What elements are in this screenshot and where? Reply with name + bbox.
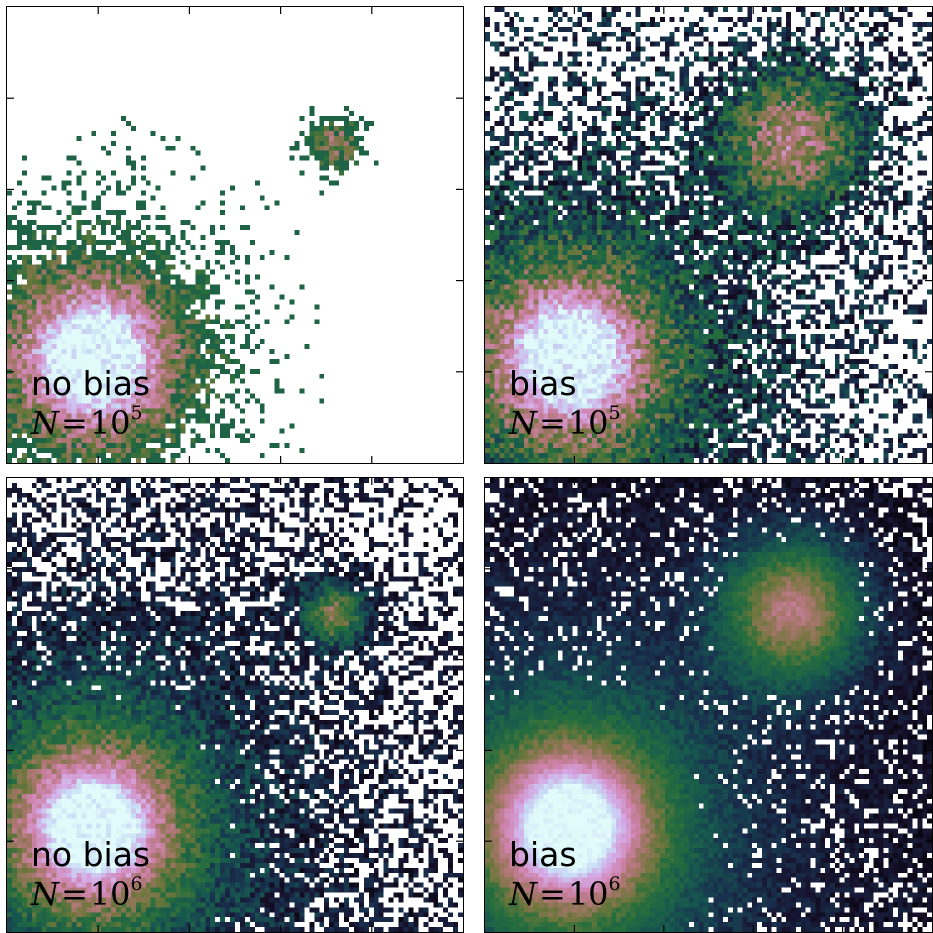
panel-top-left: no bias N=105 <box>6 6 464 464</box>
density-image <box>7 7 463 463</box>
axis-ticks <box>7 478 463 932</box>
density-image <box>485 478 932 932</box>
bias-label: bias <box>509 835 577 874</box>
bias-label: no bias <box>31 835 151 874</box>
panel-top-right: bias N=105 <box>484 6 933 464</box>
density-image <box>485 7 932 463</box>
bias-label: no bias <box>31 364 151 403</box>
sample-count-label: N=106 <box>31 873 143 913</box>
density-image <box>7 478 463 932</box>
axis-ticks <box>485 7 932 463</box>
axis-ticks <box>7 7 463 463</box>
panel-bottom-right: bias N=106 <box>484 477 933 933</box>
sample-count-label: N=105 <box>31 402 143 442</box>
sample-count-label: N=105 <box>509 402 621 442</box>
panel-bottom-left: no bias N=106 <box>6 477 464 933</box>
axis-ticks <box>485 478 932 932</box>
bias-label: bias <box>509 364 577 403</box>
sample-count-label: N=106 <box>509 873 621 913</box>
